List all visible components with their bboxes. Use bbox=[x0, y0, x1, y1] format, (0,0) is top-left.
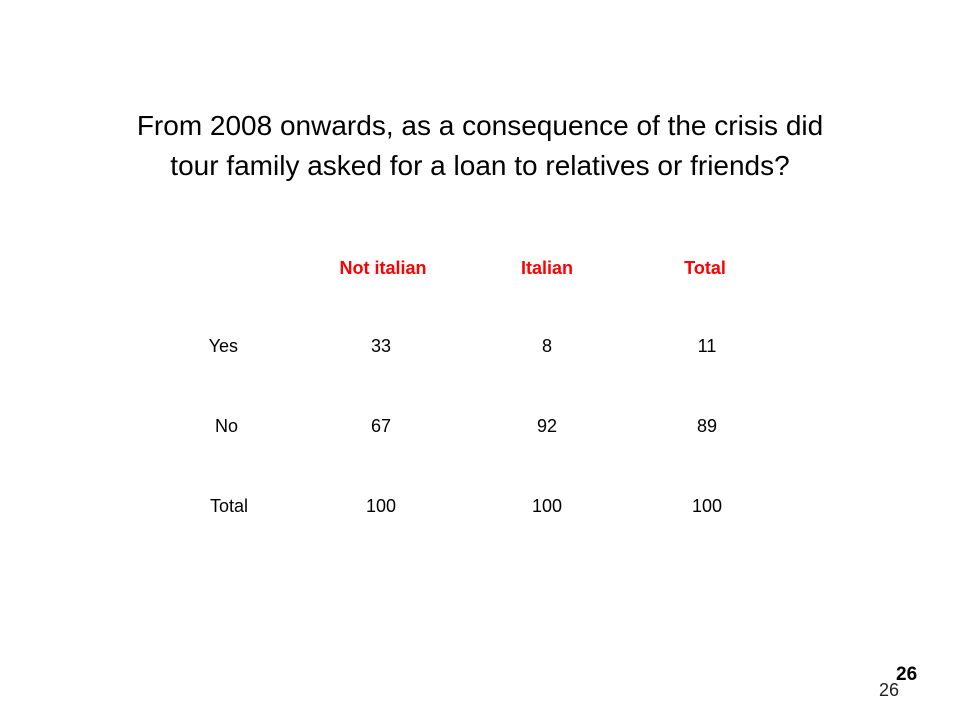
table-cell: 33 bbox=[370, 336, 392, 356]
table-cell: 100 bbox=[365, 496, 397, 516]
slide-title: From 2008 onwards, as a consequence of t… bbox=[0, 106, 960, 186]
row-label-total: Total bbox=[209, 496, 248, 516]
column-header-italian: Italian bbox=[520, 258, 574, 278]
table-cell: 100 bbox=[531, 496, 563, 516]
table-cell: 89 bbox=[696, 416, 718, 436]
table-cell: 11 bbox=[697, 336, 717, 356]
table-cell: 67 bbox=[370, 416, 392, 436]
slide-title-line-2: tour family asked for a loan to relative… bbox=[170, 150, 790, 181]
table-cell: 92 bbox=[536, 416, 558, 436]
column-header-total: Total bbox=[684, 258, 726, 278]
column-header-not-italian: Not italian bbox=[339, 258, 427, 278]
table-cell: 8 bbox=[541, 336, 553, 356]
row-label-yes: Yes bbox=[208, 336, 238, 356]
slide-number-bold: 26 bbox=[896, 664, 918, 685]
row-label-no: No bbox=[214, 416, 238, 436]
slide-title-line-1: From 2008 onwards, as a consequence of t… bbox=[136, 110, 824, 141]
table-cell: 100 bbox=[691, 496, 723, 516]
slide-number: 26 bbox=[879, 680, 900, 700]
